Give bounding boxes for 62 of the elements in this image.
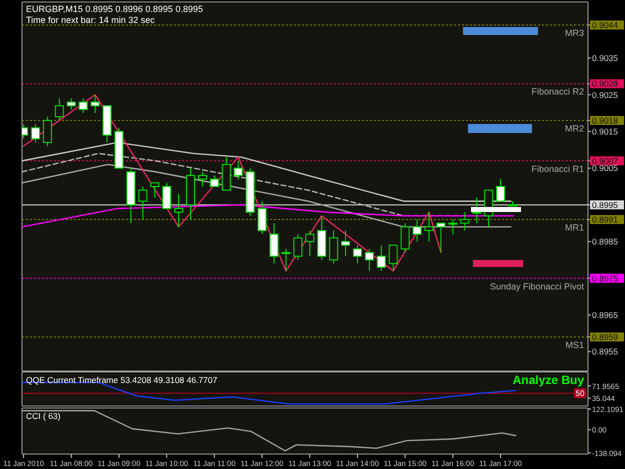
line-series	[22, 142, 512, 202]
candlestick	[66, 98, 76, 110]
y-tick-label: 0.8975	[592, 273, 618, 284]
ref-line-label: MS1	[565, 340, 584, 350]
candlestick	[412, 219, 422, 242]
annotation: Analyze Buy	[512, 373, 584, 387]
candlestick	[424, 212, 434, 242]
candlestick	[162, 182, 172, 210]
y-tick-label: 0.9018	[592, 115, 618, 126]
y-tick-label: 0.8995	[592, 200, 618, 210]
candlestick	[210, 174, 219, 187]
candlestick	[496, 178, 506, 202]
candlestick	[460, 212, 470, 232]
candlestick	[31, 124, 40, 143]
candlestick	[234, 160, 243, 180]
y-tick-label: 0.9015	[592, 126, 618, 136]
candlestick	[174, 193, 184, 228]
y-tick-label: 0.8991	[592, 214, 618, 225]
candlestick	[376, 244, 386, 272]
candlestick	[54, 98, 64, 121]
candlestick	[281, 248, 290, 272]
candlestick	[329, 230, 338, 264]
candlestick	[90, 94, 100, 114]
candlestick	[508, 200, 517, 206]
y-tick-label: 0.8965	[592, 310, 618, 320]
candlestick	[293, 234, 302, 260]
candlestick	[448, 219, 458, 235]
candlestick	[400, 222, 410, 254]
ref-line-label: MR2	[564, 123, 584, 134]
y-tick-label: 0.8955	[592, 346, 618, 357]
candlestick	[198, 171, 207, 187]
candlestick	[305, 230, 314, 257]
candlestick	[364, 248, 374, 272]
ref-line-label: MR3	[564, 28, 584, 38]
ref-line-label: Fibonacci R2	[531, 86, 584, 97]
text: Time for next bar: 14 min 32 sec	[26, 15, 156, 25]
candlestick	[388, 244, 398, 272]
y-tick-label: 0.8959	[592, 332, 618, 342]
candlestick	[258, 200, 267, 235]
y-tick-label: 0.8985	[592, 236, 618, 247]
ref-line-label: Fibonacci R1	[531, 164, 584, 174]
candlestick	[78, 98, 88, 114]
line-series	[22, 94, 442, 272]
chart-title: CCI ( 63)	[26, 411, 61, 421]
candlestick	[42, 116, 52, 147]
y-tick-label: 0.9028	[592, 78, 618, 89]
y-tick-label: 0.9005	[592, 163, 618, 174]
y-tick-label: 0.9007	[592, 156, 618, 166]
chart-title: EURGBP,M15 0.8995 0.8996 0.8995 0.8995	[26, 4, 203, 14]
ref-line-label: 50	[576, 389, 585, 398]
candlestick	[138, 186, 148, 220]
candlestick	[341, 230, 350, 257]
y-tick-label: 0.9025	[592, 90, 618, 100]
candlestick	[150, 182, 160, 198]
line-series	[22, 204, 514, 228]
candlestick	[436, 222, 446, 254]
ref-line-label: Sunday Fibonacci Pivot	[490, 281, 584, 292]
candlestick	[352, 244, 362, 264]
y-tick-label: 0.9044	[592, 20, 618, 30]
ref-line-label: MR1	[564, 222, 584, 233]
candlestick	[269, 222, 278, 264]
y-tick-label: 0.9035	[592, 53, 618, 64]
